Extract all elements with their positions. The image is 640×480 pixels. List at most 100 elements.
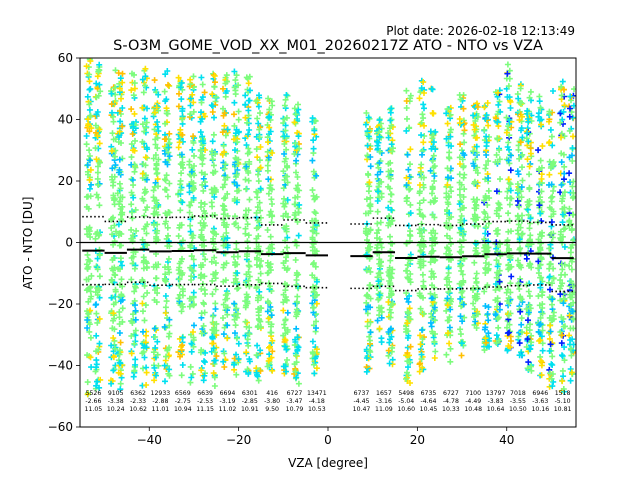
bin-std-label: 11.15 xyxy=(196,406,214,413)
scatter-point xyxy=(458,352,465,359)
scatter-point xyxy=(190,133,197,140)
scatter-point xyxy=(386,306,393,313)
scatter-point xyxy=(208,186,215,193)
bin-mean-label: -2.66 xyxy=(85,398,101,405)
scatter-point xyxy=(209,103,216,110)
scatter-point xyxy=(363,196,370,203)
bin-mean-label: -3.63 xyxy=(532,398,548,405)
scatter-point xyxy=(233,240,240,247)
scatter-point xyxy=(388,325,394,332)
scatter-point xyxy=(190,99,197,106)
scatter-point xyxy=(268,219,275,226)
scatter-point xyxy=(421,227,428,234)
x-axis-ticks: −40 −20 0 20 40 xyxy=(137,427,514,447)
y-tick-label: 40 xyxy=(58,113,73,127)
scatter-point xyxy=(416,260,423,267)
scatter-point xyxy=(269,102,276,109)
scatter-point xyxy=(117,118,124,125)
scatter-point xyxy=(150,110,157,117)
scatter-point xyxy=(188,232,195,239)
scatter-point xyxy=(231,122,238,129)
y-tick-label: 60 xyxy=(58,51,73,65)
scatter-point xyxy=(280,291,287,298)
scatter-point xyxy=(388,191,395,198)
scatter-point xyxy=(456,92,463,98)
scatter-point xyxy=(407,251,414,258)
scatter-point xyxy=(265,176,272,183)
bin-mean-label: -3.83 xyxy=(488,398,504,405)
scatter-point xyxy=(473,278,480,285)
scatter-point xyxy=(367,304,374,311)
scatter-point xyxy=(310,350,317,357)
scatter-point xyxy=(131,168,138,175)
scatter-point xyxy=(234,139,241,145)
scatter-point xyxy=(268,329,275,336)
scatter-point xyxy=(428,314,435,321)
bin-std-label: 10.53 xyxy=(308,406,326,413)
scatter-point xyxy=(378,244,385,251)
scatter-point xyxy=(211,321,218,328)
scatter-point xyxy=(179,116,186,123)
scatter-point xyxy=(199,115,205,122)
scatter-point xyxy=(242,304,249,311)
scatter-point xyxy=(282,96,289,103)
scatter-point xyxy=(265,95,272,102)
scatter-point xyxy=(280,299,287,306)
scatter-point xyxy=(283,254,290,261)
scatter-point xyxy=(143,364,150,371)
scatter-point xyxy=(108,294,115,301)
scatter-point xyxy=(253,146,260,153)
scatter-point xyxy=(427,290,434,297)
scatter-point xyxy=(366,202,373,209)
scatter-point xyxy=(142,73,149,80)
scatter-point xyxy=(162,310,169,316)
scatter-point xyxy=(94,378,100,385)
scatter-point xyxy=(139,350,146,357)
bin-std-label: 10.91 xyxy=(241,406,259,413)
scatter-point xyxy=(242,114,249,121)
scatter-point xyxy=(255,171,261,178)
scatter-point xyxy=(294,129,301,136)
bin-std-label: 11.02 xyxy=(219,406,237,413)
scatter-point xyxy=(365,247,372,254)
scatter-point xyxy=(407,201,414,208)
scatter-point xyxy=(365,114,372,121)
scatter-point xyxy=(256,317,263,324)
scatter-point xyxy=(162,378,168,385)
scatter-point xyxy=(407,92,414,99)
scatter-point xyxy=(198,347,205,354)
scatter-point xyxy=(202,256,209,263)
scatter-point xyxy=(86,71,93,78)
scatter-point xyxy=(155,91,162,98)
scatter-point xyxy=(429,294,436,301)
bin-std-label: 10.60 xyxy=(397,406,415,413)
scatter-point xyxy=(246,158,253,165)
scatter-point xyxy=(164,211,171,218)
scatter-point xyxy=(246,331,253,338)
scatter-point xyxy=(94,291,101,298)
scatter-point xyxy=(255,243,262,250)
scatter-point xyxy=(419,336,426,342)
scatter-point xyxy=(312,355,319,362)
bin-std-label: 9.50 xyxy=(265,406,279,413)
scatter-point xyxy=(209,333,216,340)
bin-std-label: 10.50 xyxy=(509,406,527,413)
scatter-point xyxy=(143,176,150,183)
scatter-point xyxy=(418,132,425,139)
scatter-point xyxy=(282,210,289,217)
scatter-point xyxy=(232,155,239,161)
scatter-point xyxy=(224,174,231,181)
scatter-point xyxy=(419,327,425,334)
scatter-point xyxy=(95,68,102,75)
scatter-point xyxy=(129,131,136,137)
scatter-point xyxy=(428,274,435,281)
scatter-point xyxy=(223,230,230,236)
scatter-point xyxy=(539,347,546,354)
scatter-point xyxy=(86,78,93,85)
scatter-point xyxy=(231,300,238,307)
scatter-point xyxy=(119,123,126,130)
scatter-point xyxy=(190,302,197,309)
scatter-point xyxy=(233,279,240,286)
scatter-point xyxy=(233,371,240,378)
scatter-point xyxy=(198,233,205,240)
